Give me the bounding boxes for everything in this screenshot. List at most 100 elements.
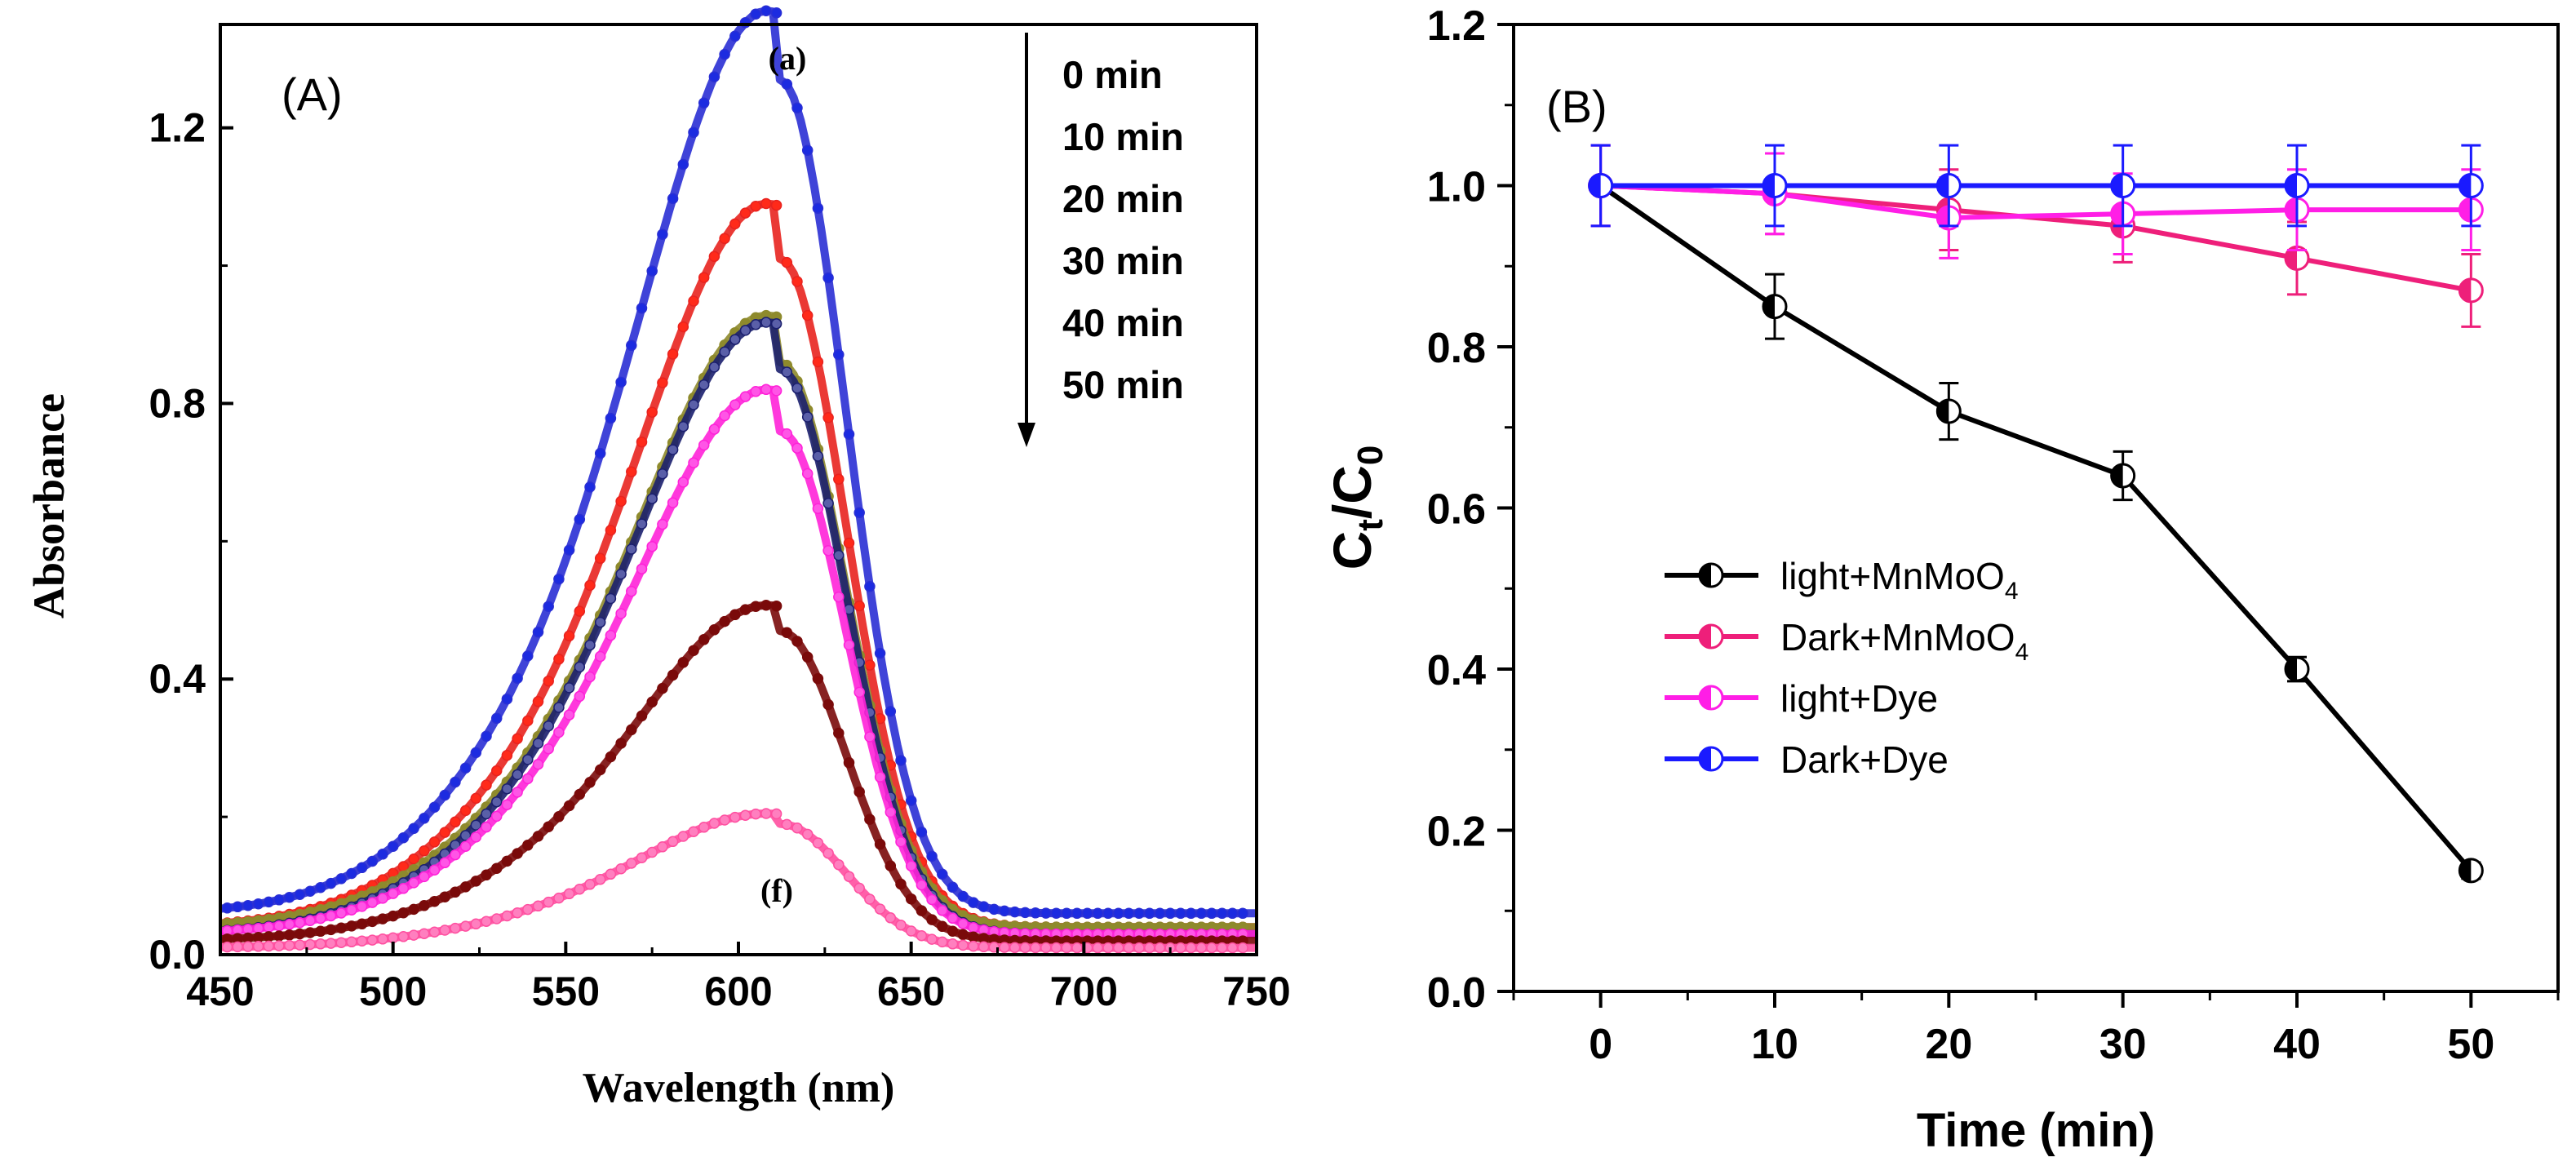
curve-marker <box>428 801 441 813</box>
curve-marker <box>916 905 928 916</box>
curve-marker <box>283 891 295 903</box>
curve-marker <box>750 200 761 212</box>
curve-marker <box>1237 942 1248 954</box>
curve-marker <box>273 920 285 932</box>
x-tick-label: 500 <box>359 969 427 1014</box>
curve-marker <box>294 916 306 929</box>
curve-marker <box>366 897 379 908</box>
curve-marker <box>563 682 575 694</box>
curve-marker <box>1226 907 1239 920</box>
curve-marker <box>812 202 824 214</box>
y-tick-label: 0.0 <box>149 932 206 978</box>
curve-marker <box>719 615 730 627</box>
curve-marker <box>522 754 534 765</box>
curve-marker <box>325 910 337 922</box>
curve-marker <box>853 786 865 798</box>
curve-marker <box>770 385 783 397</box>
curve-marker <box>770 600 783 612</box>
curve-marker <box>1112 907 1124 920</box>
legend-label-subscript: 4 <box>2015 639 2029 666</box>
curve-marker <box>283 919 295 930</box>
curve-marker <box>377 913 388 924</box>
curve-marker <box>273 940 285 951</box>
curve-marker <box>957 918 969 929</box>
curve-marker <box>677 477 689 488</box>
curve-marker <box>1102 942 1114 954</box>
panel-a: 450 500 550 600 650 700 750 0.0 0.4 0.8 1.2 (A) (a… <box>24 5 1291 1111</box>
curve-marker <box>729 334 741 345</box>
curve-marker <box>346 936 357 948</box>
y-tick-label: 1.2 <box>1427 2 1486 50</box>
curve-marker <box>1237 907 1248 920</box>
curve-marker <box>439 891 450 902</box>
curve-marker <box>221 902 233 914</box>
curve-marker <box>1185 942 1197 954</box>
curve-marker <box>584 639 596 651</box>
curve-marker <box>833 727 845 739</box>
curve-marker <box>801 828 814 840</box>
curve-marker <box>864 814 876 825</box>
panel-a-label: (A) <box>282 69 343 120</box>
curve-marker <box>750 808 761 820</box>
curve-marker <box>822 698 834 711</box>
curve-marker <box>397 883 410 894</box>
curve-marker <box>252 932 264 943</box>
curve-marker <box>895 755 907 766</box>
curve-marker <box>636 302 648 314</box>
data-point-fill <box>1937 206 1949 229</box>
panel-b-frame <box>1512 23 2560 993</box>
curve-marker <box>553 573 565 585</box>
curve-marker <box>325 938 337 949</box>
curve-marker <box>760 599 772 611</box>
curve-marker <box>325 924 337 936</box>
curve-label-top: (a) <box>769 40 807 77</box>
curve-marker <box>801 144 814 156</box>
legend-label-text: light+Dye <box>1780 677 1938 720</box>
curve-marker <box>605 629 617 641</box>
y-tick-label: 0.0 <box>1427 969 1486 1017</box>
curve-marker <box>481 779 492 791</box>
curve-marker <box>843 871 855 882</box>
curve-marker <box>626 724 637 736</box>
y-tick-label: 0.8 <box>1427 325 1486 372</box>
curve-marker <box>646 493 658 504</box>
curve-marker <box>470 876 482 887</box>
curve-marker <box>770 7 783 19</box>
legend-marker-fill <box>1700 564 1711 587</box>
curve-marker <box>988 903 1000 916</box>
curve-marker <box>1216 942 1228 954</box>
legend-time-label: 40 min <box>1062 301 1184 344</box>
curve-marker <box>470 918 482 930</box>
curve-marker <box>864 893 876 905</box>
curve-marker <box>419 871 430 883</box>
y-tick-label: 0.2 <box>1427 809 1486 856</box>
curve-marker <box>543 896 554 908</box>
curve-marker <box>739 325 752 336</box>
curve-marker <box>1206 907 1217 920</box>
curve-marker <box>770 808 783 820</box>
legend-label-text: light+MnMoO <box>1780 555 2005 597</box>
curve-marker <box>263 940 275 952</box>
series-3 <box>1588 144 2484 228</box>
y-tick-label: 0.8 <box>149 380 206 426</box>
curve-marker <box>532 738 544 749</box>
curve-marker <box>791 442 803 454</box>
curve-marker <box>408 929 419 941</box>
curve-marker <box>812 837 824 849</box>
curve-marker <box>688 399 699 410</box>
curve-marker <box>1009 942 1021 954</box>
curve-marker <box>1050 907 1062 919</box>
curve-marker <box>947 938 959 950</box>
curve-marker <box>905 795 917 806</box>
curve-marker <box>377 933 388 945</box>
curve-marker <box>543 675 554 687</box>
curve-marker <box>708 624 720 636</box>
curve-marker <box>833 549 845 561</box>
curve-marker <box>719 48 730 60</box>
legend-time-label: 0 min <box>1062 53 1163 96</box>
curve-marker <box>999 942 1010 953</box>
curve-marker <box>626 543 637 555</box>
curve-marker <box>937 868 948 880</box>
curve-marker <box>719 233 730 245</box>
